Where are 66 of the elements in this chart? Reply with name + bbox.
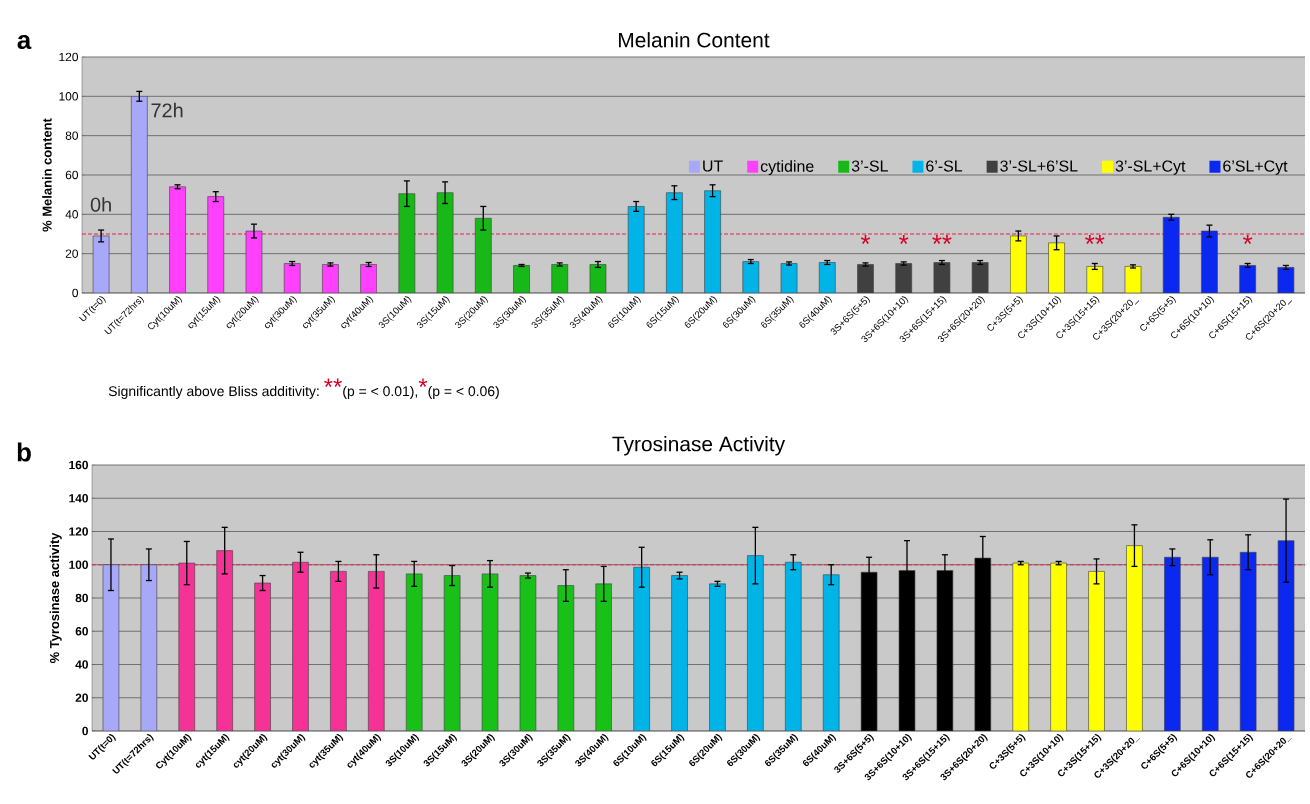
y-tick-label: 80: [65, 131, 79, 140]
bar: [519, 575, 536, 731]
y-tick-label: 120: [59, 52, 79, 62]
bar: [589, 264, 607, 293]
y-tick-label: 0: [82, 726, 88, 736]
y-tick-label: 120: [69, 527, 88, 536]
y-tick-label: 140: [69, 494, 88, 503]
text: (p = < 0.01),: [343, 385, 418, 399]
bar: [936, 570, 953, 731]
bar: [557, 585, 574, 731]
y-tick-label: 40: [65, 210, 79, 219]
bar: [628, 206, 645, 293]
y-tick-label: 80: [75, 593, 88, 603]
y-tick-label: 60: [75, 627, 88, 636]
bar: [704, 190, 721, 293]
bar: [398, 193, 415, 293]
annotation: *: [860, 234, 871, 244]
bar: [818, 262, 836, 293]
bar: [861, 572, 878, 731]
y-tick-label: 160: [69, 460, 88, 470]
bar: [140, 564, 158, 731]
y-axis-title: % Melanin content: [42, 118, 52, 232]
annotation: **: [1085, 234, 1105, 244]
bar: [1201, 231, 1218, 293]
annotation: *: [899, 234, 909, 244]
bar: [595, 583, 612, 731]
legend-label: 3’-SL: [851, 160, 888, 172]
text: b: [17, 442, 31, 462]
text: *: [418, 378, 428, 387]
bar: [444, 575, 461, 731]
y-tick-label: 0: [72, 288, 79, 298]
text: **: [324, 378, 342, 387]
annotation: 0h: [90, 197, 111, 212]
bar: [551, 264, 568, 293]
legend-label: 3’-SL+6’SL: [1000, 160, 1078, 172]
bar: [974, 557, 992, 731]
bar: [666, 192, 683, 293]
text: (p = < 0.06): [428, 385, 499, 399]
legend-label: 3’-SL+Cyt: [1115, 160, 1186, 175]
bar: [1277, 267, 1295, 293]
chart-title: Melanin Content: [619, 32, 770, 48]
legend-label: cytidine: [760, 160, 814, 176]
annotation: **: [932, 234, 952, 244]
annotation: 72h: [151, 102, 183, 118]
chart-title: Tyrosinase Activity: [612, 436, 786, 456]
bar: [742, 261, 759, 293]
bar: [513, 265, 530, 293]
bar: [1163, 217, 1180, 293]
bar: [131, 96, 148, 293]
y-tick-label: 20: [65, 249, 79, 258]
bar: [406, 573, 423, 731]
annotation: *: [1243, 234, 1253, 244]
text: Significantly above Bliss additivity:: [108, 385, 319, 399]
legend-label: UT: [703, 160, 723, 172]
text: a: [17, 34, 32, 50]
legend-label: 6’SL+Cyt: [1223, 160, 1288, 175]
legend-label: 6’-SL: [926, 160, 963, 172]
bar: [475, 218, 492, 293]
y-tick-label: 100: [69, 560, 88, 569]
y-tick-label: 60: [65, 170, 79, 180]
y-tick-label: 100: [59, 92, 79, 101]
y-axis-title: % Tyrosinase activity: [49, 532, 62, 664]
bar: [1239, 265, 1256, 293]
y-tick-label: 40: [75, 660, 88, 669]
y-tick-label: 20: [75, 693, 88, 702]
bar: [482, 573, 498, 731]
